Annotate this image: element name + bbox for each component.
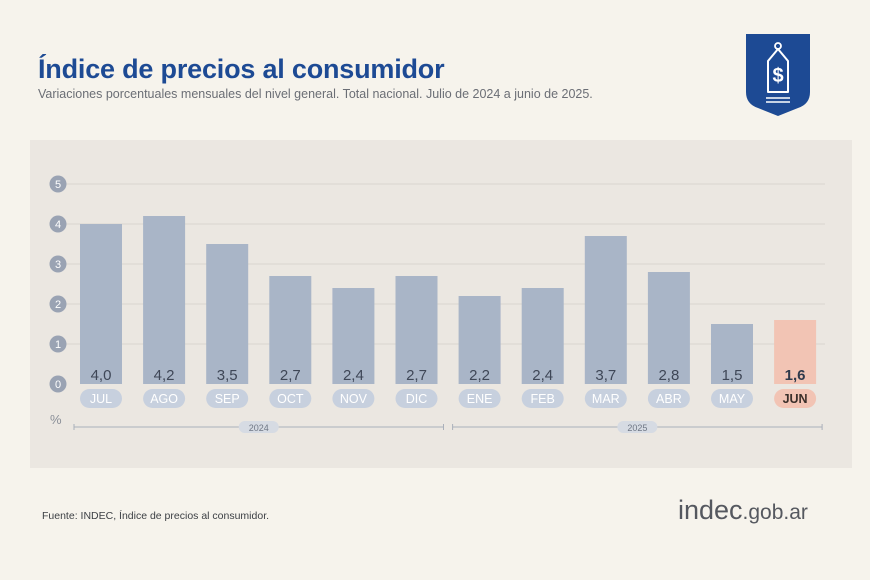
bar <box>269 276 312 384</box>
data-label: 3,5 <box>217 367 238 384</box>
month-pill <box>774 389 817 408</box>
x-tick-label: OCT <box>277 392 304 406</box>
y-axis-unit: % <box>50 412 62 427</box>
month-pill <box>647 389 690 408</box>
group-label: 2025 <box>627 423 647 433</box>
month-pill <box>711 389 753 408</box>
bar <box>584 236 627 384</box>
x-tick-label: SEP <box>215 392 240 406</box>
bar <box>143 216 186 384</box>
x-tick-label: DIC <box>406 392 428 406</box>
bar <box>647 272 690 384</box>
y-tick-label: 3 <box>55 259 61 271</box>
indec-logo: indec.gob.ar <box>678 495 808 526</box>
x-tick-label: JUN <box>783 392 808 406</box>
data-label: 4,0 <box>91 367 112 384</box>
y-tick-marker <box>49 375 67 393</box>
data-label: 1,5 <box>722 367 743 384</box>
y-tick-marker <box>49 295 67 313</box>
price-tag-dollar-icon: $ <box>746 34 810 116</box>
y-tick-label: 0 <box>55 379 61 391</box>
y-tick-label: 5 <box>55 179 61 191</box>
x-tick-label: MAY <box>719 392 746 406</box>
y-tick-label: 4 <box>55 219 61 231</box>
x-tick-label: MAR <box>592 392 620 406</box>
bar <box>711 324 753 384</box>
group-pill <box>238 421 279 433</box>
data-label: 2,4 <box>532 367 553 384</box>
x-tick-label: FEB <box>531 392 555 406</box>
data-label: 3,7 <box>595 367 616 384</box>
data-label: 2,2 <box>469 367 490 384</box>
y-tick-marker <box>49 215 67 233</box>
source-note: Fuente: INDEC, Índice de precios al cons… <box>42 510 270 522</box>
month-pill <box>269 389 312 408</box>
y-tick-marker <box>49 335 67 353</box>
data-label: 2,4 <box>343 367 364 384</box>
month-pill <box>206 389 249 408</box>
month-pill <box>143 389 186 408</box>
y-tick-marker <box>49 255 67 273</box>
y-tick-label: 1 <box>55 339 61 351</box>
bar <box>458 296 501 384</box>
data-label: 2,8 <box>658 367 679 384</box>
month-pill <box>521 389 564 408</box>
bar <box>80 224 122 384</box>
x-tick-label: JUL <box>90 392 112 406</box>
bar <box>395 276 438 384</box>
data-label: 1,6 <box>785 367 806 384</box>
bar <box>206 244 249 384</box>
group-pill <box>617 421 658 433</box>
x-tick-label: ENE <box>467 392 493 406</box>
data-label: 4,2 <box>154 367 175 384</box>
bar <box>332 288 375 384</box>
month-pill <box>584 389 627 408</box>
data-label: 2,7 <box>406 367 427 384</box>
group-label: 2024 <box>249 423 269 433</box>
x-tick-label: ABR <box>656 392 682 406</box>
bar <box>521 288 564 384</box>
bar-chart: 0 1 2 3 4 5 4,0 JUL 4,2 AGO 3,5 SEP 2,7 OCT 2,4 NOV 2,7 D… <box>49 175 825 433</box>
chart-subtitle: Variaciones porcentuales mensuales del n… <box>38 87 593 101</box>
logo-main: indec <box>678 495 743 525</box>
logo-domain: .gob.ar <box>742 501 808 524</box>
y-tick-label: 2 <box>55 299 61 311</box>
month-pill <box>332 389 375 408</box>
month-pill <box>458 389 501 408</box>
month-pill <box>80 389 122 408</box>
svg-text:$: $ <box>772 65 783 87</box>
data-label: 2,7 <box>280 367 301 384</box>
x-tick-label: AGO <box>150 392 178 406</box>
chart-title: Índice de precios al consumidor <box>38 54 445 84</box>
bar <box>774 320 817 384</box>
x-tick-label: NOV <box>340 392 368 406</box>
month-pill <box>395 389 438 408</box>
y-tick-marker <box>49 175 67 193</box>
